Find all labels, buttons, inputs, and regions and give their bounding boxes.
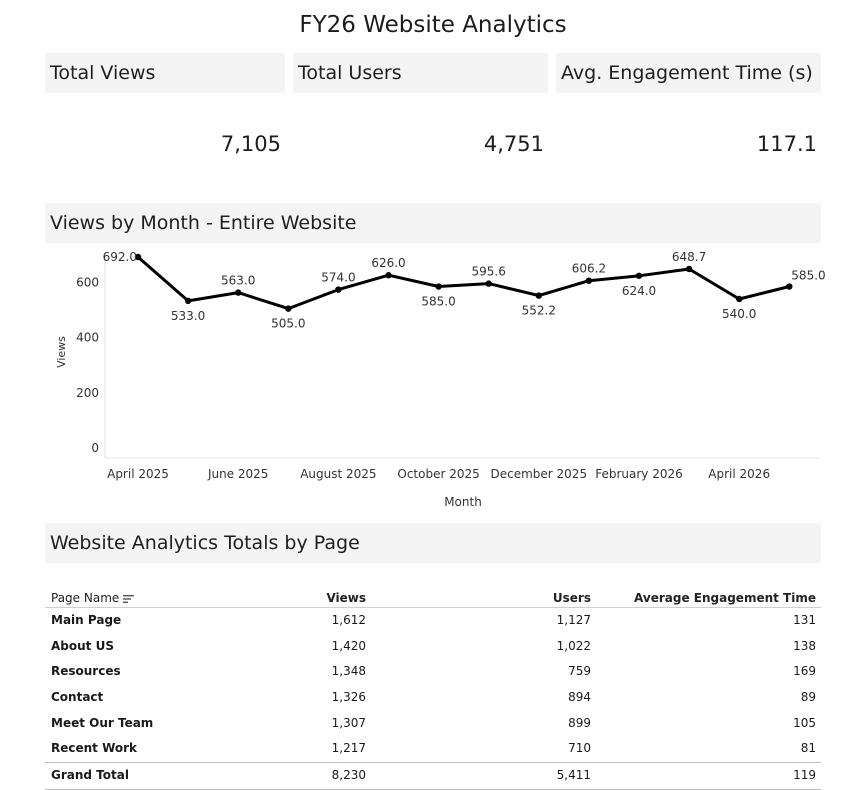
x-axis-title: Month — [444, 495, 482, 509]
grand-total-engagement: 119 — [793, 768, 816, 783]
row-engagement: 105 — [793, 715, 816, 730]
table-row: Recent Work 1,217 710 81 — [45, 736, 821, 762]
data-point — [535, 292, 542, 299]
table-section-title: Website Analytics Totals by Page — [45, 523, 821, 563]
page-totals-table: Page Name Views Users Average Engagement… — [45, 588, 821, 790]
data-point — [235, 289, 242, 296]
y-tick-label: 0 — [91, 441, 99, 455]
views-by-month-chart: 0 200 400 600 April 2025 June 2025 August 202… — [55, 250, 826, 509]
data-point — [335, 286, 342, 293]
y-axis: 0 200 400 600 — [76, 253, 106, 458]
data-point — [285, 305, 292, 312]
row-users: 894 — [568, 690, 591, 705]
column-header-users[interactable]: Users — [552, 591, 591, 605]
row-page-name: Recent Work — [51, 741, 138, 756]
table-row: Meet Our Team 1,307 899 105 — [45, 711, 821, 737]
data-label: 533.0 — [171, 309, 205, 323]
data-label: 626.0 — [371, 256, 405, 270]
row-users: 899 — [568, 715, 591, 730]
data-label: 595.6 — [472, 265, 506, 279]
data-point — [685, 265, 693, 273]
views-series — [134, 253, 793, 312]
data-label: 574.0 — [321, 271, 355, 285]
row-engagement: 138 — [793, 638, 816, 653]
row-views: 1,217 — [331, 741, 366, 756]
data-point — [786, 283, 793, 290]
row-engagement: 89 — [800, 690, 816, 705]
data-labels: 692.0 533.0 563.0 505.0 574.0 626.0 585.0 595.6… — [103, 250, 826, 331]
kpi-header-total-users: Total Users — [293, 53, 548, 93]
dashboard-title: FY26 Website Analytics — [299, 12, 567, 38]
row-page-name: Contact — [51, 690, 104, 705]
data-point — [184, 297, 192, 305]
data-label: 505.0 — [271, 317, 305, 331]
row-page-name: About US — [51, 638, 114, 653]
kpi-value-total-users: 4,751 — [483, 132, 544, 156]
x-axis: April 2025 June 2025 August 2025 October 20… — [105, 457, 820, 481]
data-label: 606.2 — [572, 262, 606, 276]
row-views: 1,420 — [331, 638, 366, 653]
data-point — [134, 253, 142, 261]
grand-total-row: Grand Total 8,230 5,411 119 — [45, 762, 821, 790]
row-page-name: Meet Our Team — [51, 715, 154, 730]
data-label: 585.0 — [421, 295, 455, 309]
grand-total-views: 8,230 — [331, 768, 366, 783]
data-label: 692.0 — [103, 250, 137, 264]
row-users: 710 — [568, 741, 591, 756]
views-line — [136, 255, 791, 311]
y-tick-label: 200 — [76, 386, 99, 400]
row-engagement: 131 — [793, 613, 816, 627]
kpi-header-total-views: Total Views — [45, 53, 285, 93]
data-label: 563.0 — [221, 274, 255, 288]
data-point — [485, 280, 492, 287]
data-point — [385, 272, 392, 279]
kpi-header-avg-engagement: Avg. Engagement Time (s) — [556, 53, 821, 93]
row-users: 759 — [568, 664, 591, 679]
kpi-value-avg-engagement: 117.1 — [756, 132, 817, 156]
x-tick-label: December 2025 — [491, 467, 588, 481]
data-point — [736, 295, 743, 303]
row-engagement: 169 — [793, 664, 816, 679]
x-tick-label: April 2025 — [107, 467, 169, 481]
x-tick-label: October 2025 — [397, 467, 479, 481]
row-views: 1,326 — [331, 690, 366, 705]
x-tick-label: June 2025 — [207, 467, 269, 481]
column-header-avg-engagement-time[interactable]: Average Engagement Time — [634, 591, 816, 605]
y-tick-label: 400 — [76, 331, 99, 345]
x-tick-label: August 2025 — [300, 467, 376, 481]
row-views: 1,348 — [331, 664, 366, 679]
y-axis-title: Views — [55, 336, 68, 368]
table-row: About US 1,420 1,022 138 — [45, 634, 821, 660]
data-label: 540.0 — [722, 307, 756, 321]
row-views: 1,612 — [331, 613, 366, 627]
row-page-name: Resources — [51, 664, 121, 679]
sort-descending-icon[interactable] — [123, 594, 135, 604]
table-row: Contact 1,326 894 89 — [45, 685, 821, 711]
kpi-value-total-views: 7,105 — [220, 132, 281, 156]
data-point — [585, 277, 593, 284]
chart-section-title: Views by Month - Entire Website — [45, 203, 821, 243]
x-tick-label: February 2026 — [595, 467, 683, 481]
row-engagement: 81 — [800, 741, 816, 756]
y-tick-label: 600 — [76, 275, 99, 289]
row-users: 1,127 — [556, 613, 591, 627]
data-label: 552.2 — [522, 304, 556, 318]
column-header-page-name[interactable]: Page Name — [51, 588, 135, 608]
data-label: 585.0 — [791, 269, 825, 283]
table-row: Resources 1,348 759 169 — [45, 659, 821, 685]
data-point — [635, 272, 643, 279]
grand-total-users: 5,411 — [556, 768, 591, 783]
column-header-page-name-label: Page Name — [51, 591, 120, 605]
table-header-row: Page Name Views Users Average Engagement… — [45, 588, 821, 608]
table-row: Main Page 1,612 1,127 131 — [45, 608, 821, 634]
column-header-views[interactable]: Views — [326, 591, 366, 605]
row-users: 1,022 — [556, 638, 591, 653]
row-page-name: Main Page — [51, 613, 122, 627]
grand-total-label: Grand Total — [51, 768, 129, 783]
row-views: 1,307 — [331, 715, 366, 730]
data-label: 624.0 — [622, 284, 656, 298]
data-label: 648.7 — [672, 250, 706, 264]
data-point — [435, 283, 442, 290]
x-tick-label: April 2026 — [708, 467, 770, 481]
